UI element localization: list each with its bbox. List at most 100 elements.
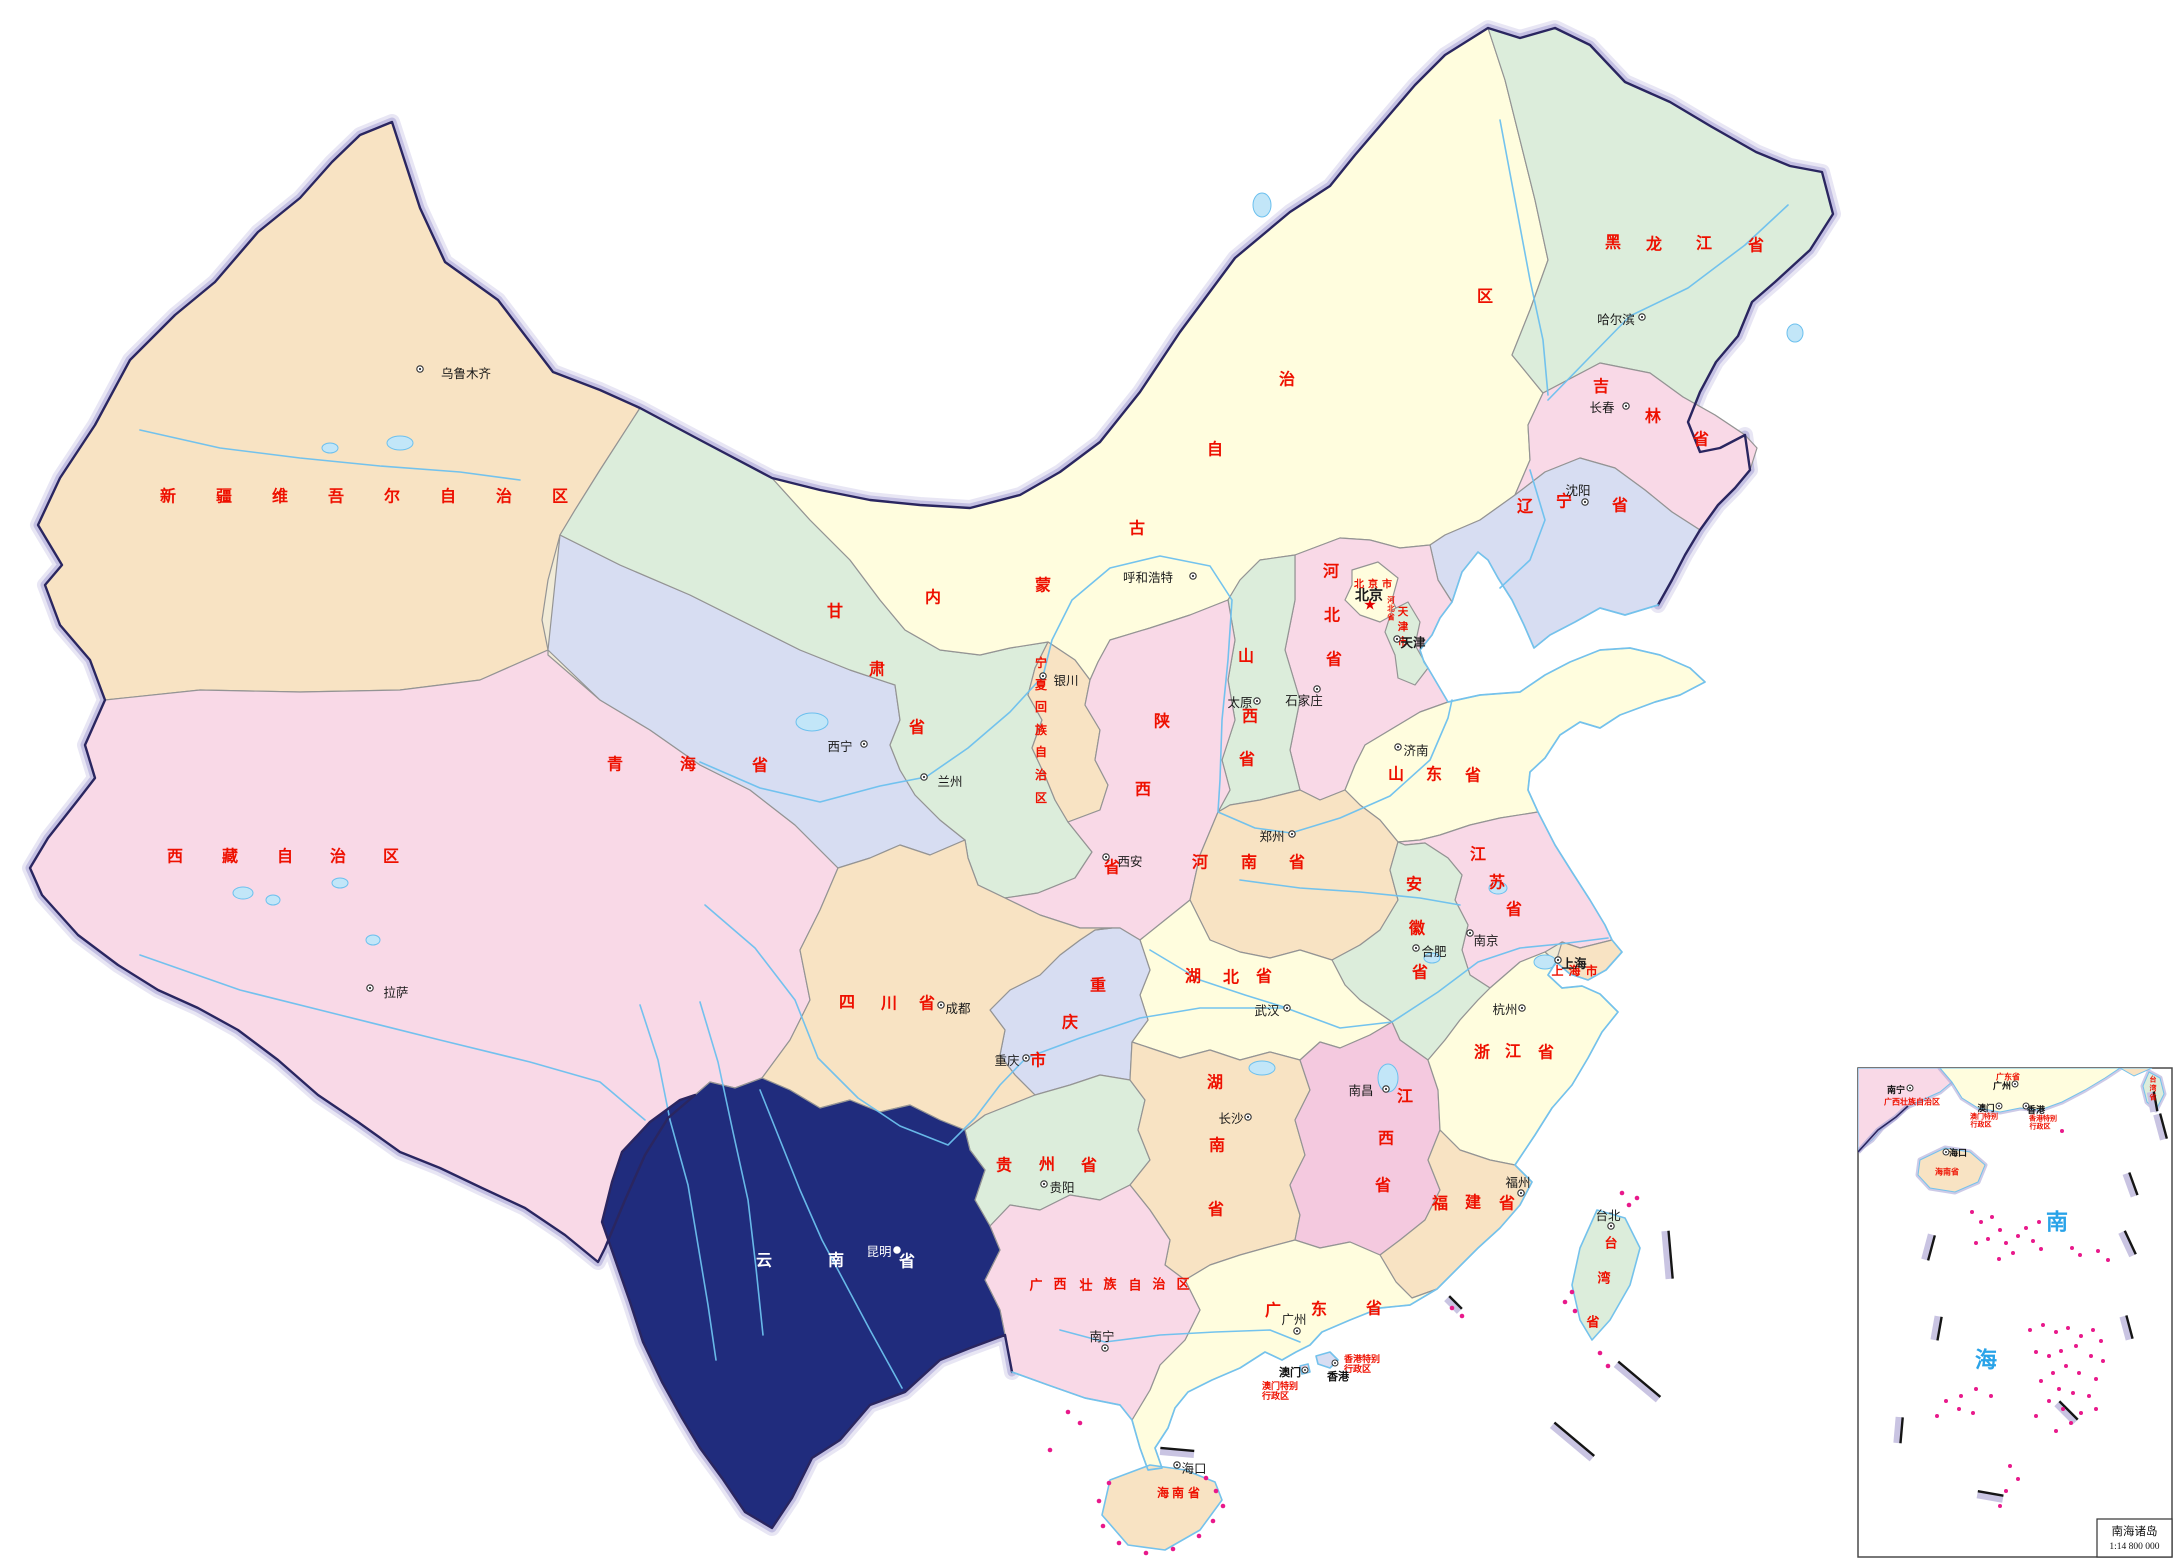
inset-island-dot <box>1974 1387 1978 1391</box>
province-label-char-xizang: 治 <box>330 847 346 866</box>
province-label-char-hebei: 省 <box>1325 650 1342 669</box>
boundary-dash-bar <box>1921 1233 1937 1261</box>
boundary-dash-bar <box>2122 1172 2139 1198</box>
small-label: 北 <box>1387 603 1395 613</box>
inset-island-dot <box>2071 1391 2075 1395</box>
province-label-char-zhejiang: 江 <box>1505 1043 1521 1061</box>
island-dot <box>1619 1190 1625 1196</box>
province-label-char-ningxia: 自 <box>1035 744 1047 759</box>
province-label-char-hainan: 海 <box>1157 1485 1169 1500</box>
boundary-dash-bar <box>2119 1315 2134 1341</box>
inset-title-box <box>2096 1518 2173 1558</box>
inset-island-dot <box>2054 1429 2058 1433</box>
river-line <box>1547 204 1789 401</box>
province-label-char-xizang: 藏 <box>222 847 238 866</box>
lake <box>232 886 254 900</box>
small-label: 台 <box>2150 1075 2157 1084</box>
province-label-char-qinghai: 青 <box>607 755 623 774</box>
small-label: 行政区 <box>1261 1390 1289 1401</box>
province-label-char-xinjiang: 尔 <box>384 487 400 506</box>
island-dot <box>1210 1518 1216 1524</box>
province-label-char-guizhou: 贵 <box>996 1156 1012 1175</box>
boundary-dash-bar <box>1159 1446 1195 1458</box>
inset-island-dot <box>2034 1414 2038 1418</box>
inset-island-dot <box>1998 1228 2002 1232</box>
province-label-char-jiangxi: 省 <box>1374 1176 1391 1195</box>
inset-island-dot <box>2096 1249 2100 1253</box>
province-label-char-hubei: 湖 <box>1185 968 1201 986</box>
province-label-char-heilongjiang: 黑 <box>1605 234 1621 252</box>
province-label-char-jilin: 林 <box>1645 407 1661 426</box>
inset-sea-name-char: 南 <box>2046 1210 2068 1235</box>
province-label-char-guangdong: 省 <box>1365 1299 1382 1318</box>
city-guizhou: 贵阳 <box>1040 1180 1075 1195</box>
province-yunnan[interactable] <box>601 1077 1006 1529</box>
city-heilongjiang: 哈尔滨 <box>1597 312 1646 327</box>
province-label-char-ningxia: 族 <box>1035 722 1048 737</box>
city-label-heilongjiang: 哈尔滨 <box>1597 312 1635 327</box>
province-label-char-guizhou: 州 <box>1038 1156 1055 1174</box>
small-label: 澳门 <box>1279 1365 1301 1379</box>
city-jiangsu: 南京 <box>1466 929 1499 948</box>
province-tianjin[interactable] <box>1384 601 1429 686</box>
island-dot <box>1605 1363 1611 1369</box>
inset-title: 南海诸岛 <box>2112 1524 2158 1538</box>
small-label: 海南省 <box>1935 1167 1959 1177</box>
province-hainan[interactable] <box>1101 1464 1223 1551</box>
inset-island-dot <box>1957 1407 1961 1411</box>
lake <box>331 877 349 889</box>
boundary-dash-bar <box>1549 1421 1596 1462</box>
province-taiwan[interactable] <box>1571 1209 1641 1341</box>
inset-island-dot <box>2079 1411 2083 1415</box>
city-label-shanghai: 上海 <box>1561 956 1587 971</box>
inset-scale: 1:14 800 000 <box>2109 1542 2159 1552</box>
city-label-tianjin: 天津 <box>1400 635 1426 650</box>
province-henan[interactable] <box>1189 789 1399 961</box>
inset-island-dot <box>2078 1253 2082 1257</box>
inset-island-dot <box>2037 1220 2041 1224</box>
inset-island-dot <box>1986 1237 1990 1241</box>
small-label: 河 <box>1387 595 1395 605</box>
province-label-char-shanxi: 山 <box>1238 648 1254 666</box>
province-label-char-hunan: 南 <box>1209 1136 1225 1155</box>
inset-island-dot <box>1959 1394 1963 1398</box>
city-label-jiangsu: 南京 <box>1473 933 1498 948</box>
island-dot <box>1203 1475 1209 1481</box>
province-label-char-ningxia: 夏 <box>1035 678 1048 692</box>
lake <box>365 934 381 946</box>
city-label-anhui: 合肥 <box>1421 944 1447 959</box>
province-label-char-sichuan: 四 <box>839 995 855 1012</box>
inset-island-dot <box>2051 1371 2055 1375</box>
small-label: 香港特别 <box>2028 1114 2057 1123</box>
national-land-border <box>28 26 1835 1530</box>
inset-island-dot <box>2077 1371 2081 1375</box>
city-label-taiwan: 台北 <box>1595 1208 1621 1223</box>
inset-island-dot <box>1935 1414 1939 1418</box>
island-dot <box>1220 1503 1226 1509</box>
province-label-char-heilongjiang: 省 <box>1747 236 1764 255</box>
inset-island-dot <box>2004 1489 2008 1493</box>
province-label-char-hebei: 河 <box>1323 562 1339 581</box>
small-label: 天 <box>1398 606 1409 618</box>
river-line <box>1149 949 1288 1009</box>
province-label-char-xinjiang: 治 <box>496 487 512 506</box>
province-jiangxi[interactable] <box>1289 1021 1441 1256</box>
inset-island-dot <box>2099 1339 2103 1343</box>
province-beijing[interactable] <box>1344 561 1399 623</box>
inset-island-dot <box>1979 1220 1983 1224</box>
province-label-char-yunnan: 云 <box>756 1253 772 1270</box>
province-label-char-shandong: 东 <box>1426 765 1442 784</box>
province-label-char-hainan: 南 <box>1172 1485 1184 1500</box>
city-label-shanxi: 太原 <box>1227 695 1252 710</box>
city-taiwan: 台北 <box>1595 1208 1621 1230</box>
inset-island-dot <box>2094 1377 2098 1381</box>
city-label-neimenggu: 呼和浩特 <box>1123 570 1173 585</box>
inset-island-dot <box>2008 1464 2012 1468</box>
inset-hainan <box>1917 1147 1986 1193</box>
province-label-char-qinghai: 海 <box>680 755 696 774</box>
capital-star-icon: ★ <box>1363 597 1376 614</box>
province-label-char-guangxi: 壮 <box>1079 1278 1092 1293</box>
province-label-char-guizhou: 省 <box>1080 1156 1097 1175</box>
island-dot <box>1065 1409 1071 1415</box>
